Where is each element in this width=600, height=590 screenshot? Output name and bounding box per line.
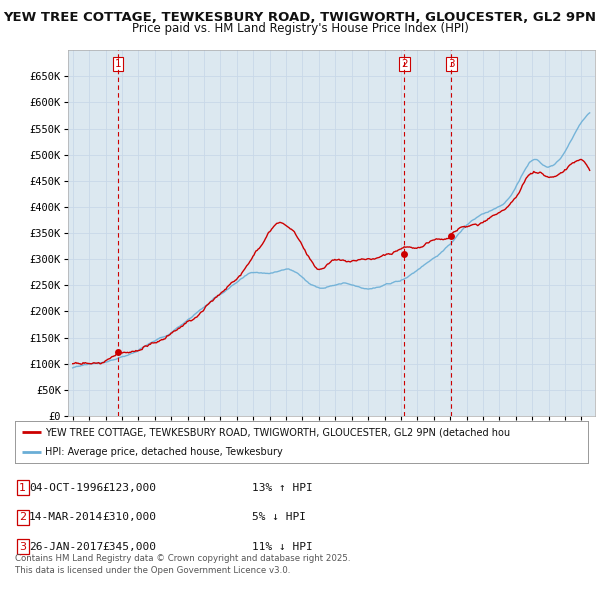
Text: 11% ↓ HPI: 11% ↓ HPI xyxy=(252,542,313,552)
Text: £345,000: £345,000 xyxy=(102,542,156,552)
Text: YEW TREE COTTAGE, TEWKESBURY ROAD, TWIGWORTH, GLOUCESTER, GL2 9PN (detached hou: YEW TREE COTTAGE, TEWKESBURY ROAD, TWIGW… xyxy=(45,427,510,437)
Text: 13% ↑ HPI: 13% ↑ HPI xyxy=(252,483,313,493)
Text: 1: 1 xyxy=(115,59,121,69)
Text: 2: 2 xyxy=(401,59,408,69)
Text: YEW TREE COTTAGE, TEWKESBURY ROAD, TWIGWORTH, GLOUCESTER, GL2 9PN: YEW TREE COTTAGE, TEWKESBURY ROAD, TWIGW… xyxy=(4,11,596,24)
Text: Contains HM Land Registry data © Crown copyright and database right 2025.
This d: Contains HM Land Registry data © Crown c… xyxy=(15,555,350,575)
Text: 3: 3 xyxy=(19,542,26,552)
Text: 3: 3 xyxy=(448,59,455,69)
Text: £123,000: £123,000 xyxy=(102,483,156,493)
Text: 14-MAR-2014: 14-MAR-2014 xyxy=(29,513,103,522)
Text: 2: 2 xyxy=(19,513,26,522)
Text: £310,000: £310,000 xyxy=(102,513,156,522)
Text: Price paid vs. HM Land Registry's House Price Index (HPI): Price paid vs. HM Land Registry's House … xyxy=(131,22,469,35)
Text: 26-JAN-2017: 26-JAN-2017 xyxy=(29,542,103,552)
Text: 04-OCT-1996: 04-OCT-1996 xyxy=(29,483,103,493)
Text: HPI: Average price, detached house, Tewkesbury: HPI: Average price, detached house, Tewk… xyxy=(45,447,283,457)
Text: 1: 1 xyxy=(19,483,26,493)
Text: 5% ↓ HPI: 5% ↓ HPI xyxy=(252,513,306,522)
